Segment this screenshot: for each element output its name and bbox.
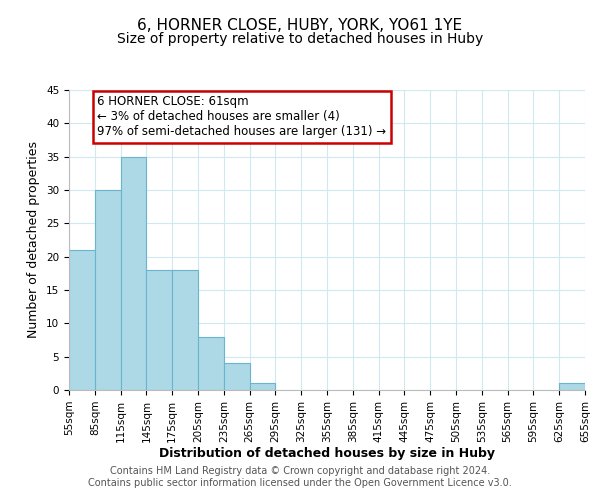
Bar: [224, 364, 250, 390]
Bar: [250, 384, 275, 390]
Bar: [69, 250, 95, 390]
X-axis label: Distribution of detached houses by size in Huby: Distribution of detached houses by size …: [159, 448, 495, 460]
Text: Size of property relative to detached houses in Huby: Size of property relative to detached ho…: [117, 32, 483, 46]
Bar: [95, 190, 121, 390]
Bar: [198, 336, 224, 390]
Text: 6, HORNER CLOSE, HUBY, YORK, YO61 1YE: 6, HORNER CLOSE, HUBY, YORK, YO61 1YE: [137, 18, 463, 32]
Bar: [121, 156, 146, 390]
Bar: [172, 270, 198, 390]
Text: 6 HORNER CLOSE: 61sqm
← 3% of detached houses are smaller (4)
97% of semi-detach: 6 HORNER CLOSE: 61sqm ← 3% of detached h…: [97, 96, 386, 138]
Bar: [146, 270, 172, 390]
Text: Contains HM Land Registry data © Crown copyright and database right 2024.
Contai: Contains HM Land Registry data © Crown c…: [88, 466, 512, 487]
Y-axis label: Number of detached properties: Number of detached properties: [28, 142, 40, 338]
Bar: [559, 384, 585, 390]
